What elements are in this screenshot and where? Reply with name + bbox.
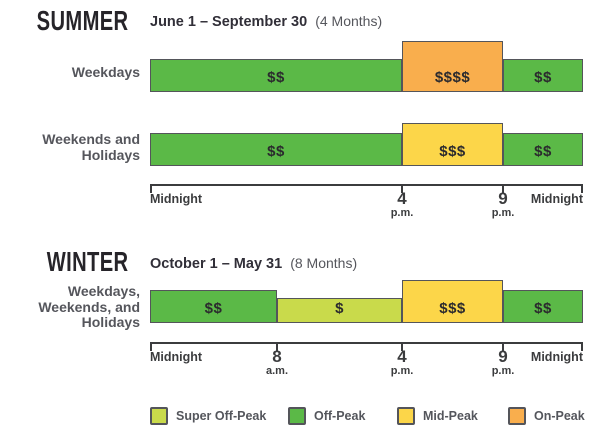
axis-label-midnight-left: Midnight — [150, 192, 203, 206]
axis-label-midnight-right: Midnight — [530, 192, 583, 206]
summer-weekends-bar: $$ $$$ $$ — [150, 123, 583, 166]
winter-duration: (8 Months) — [290, 255, 358, 271]
summer-date-range: June 1 – September 30 (4 Months) — [150, 12, 382, 31]
axis-tick — [401, 342, 403, 351]
price-label: $$ — [534, 300, 552, 317]
winter-title-text: WINTER — [46, 246, 128, 277]
axis-tick — [150, 184, 152, 193]
price-label: $$ — [204, 300, 223, 317]
price-label: $$ — [267, 69, 285, 86]
summer-time-axis: Midnight 4 p.m. 9 p.m. Midnight — [150, 184, 583, 226]
axis-tick — [150, 342, 152, 351]
winter-section-title: WINTER — [0, 246, 128, 277]
winter-dates: October 1 – May 31 — [150, 256, 283, 272]
axis-line — [150, 184, 583, 186]
summer-dates: June 1 – September 30 — [150, 14, 308, 30]
axis-label-9pm: 9 p.m. — [491, 189, 515, 219]
summer-weekdays-bar: $$ $$$$ $$ — [150, 41, 583, 92]
axis-tick — [401, 184, 403, 193]
legend-swatch-off-peak — [288, 407, 306, 425]
winter-time-axis: Midnight 8 a.m. 4 p.m. 9 p.m. Midnight — [150, 342, 583, 384]
axis-tick — [502, 184, 504, 193]
price-label: $$$ — [439, 300, 466, 317]
legend-swatch-on-peak — [508, 407, 526, 425]
winter-date-range: October 1 – May 31 (8 Months) — [150, 254, 357, 273]
legend-label: Mid-Peak — [423, 409, 478, 423]
bar-segment-mid-peak: $$$ — [402, 123, 503, 166]
bar-segment-off-peak: $$ — [150, 59, 402, 92]
price-label: $ — [335, 300, 344, 317]
summer-weekdays-label: Weekdays — [71, 64, 140, 80]
bar-segment-off-peak: $$ — [503, 133, 583, 166]
axis-label-9pm: 9 p.m. — [491, 347, 515, 377]
axis-label-4pm: 4 p.m. — [390, 347, 414, 377]
axis-line — [150, 342, 583, 344]
summer-duration: (4 Months) — [315, 13, 383, 29]
legend-label: On-Peak — [534, 409, 585, 423]
bar-segment-off-peak: $$ — [503, 59, 583, 92]
price-label: $$$ — [439, 143, 466, 160]
bar-segment-off-peak: $$ — [150, 290, 277, 323]
winter-days-label: Weekdays, Weekends, and Holidays — [38, 283, 140, 330]
summer-title-text: SUMMER — [36, 5, 128, 36]
axis-tick — [502, 342, 504, 351]
bar-segment-off-peak: $$ — [503, 290, 583, 323]
price-label: $$ — [267, 143, 285, 160]
bar-segment-mid-peak: $$$ — [402, 280, 503, 323]
price-label: $$$$ — [434, 69, 471, 86]
price-label: $$ — [534, 69, 552, 86]
axis-label-4pm: 4 p.m. — [390, 189, 414, 219]
legend-label: Off-Peak — [314, 409, 366, 423]
axis-label-midnight-right: Midnight — [530, 350, 583, 364]
summer-section-title: SUMMER — [0, 5, 128, 36]
axis-tick — [276, 342, 278, 351]
legend-label: Super Off-Peak — [176, 409, 267, 423]
legend-swatch-super-off-peak — [150, 407, 168, 425]
bar-segment-off-peak: $$ — [150, 133, 402, 166]
bar-segment-super-off-peak: $ — [277, 298, 402, 323]
axis-tick — [581, 342, 583, 351]
price-label: $$ — [534, 143, 552, 160]
winter-bar: $$ $ $$$ $$ — [150, 280, 583, 323]
bar-segment-on-peak: $$$$ — [402, 41, 503, 92]
legend-swatch-mid-peak — [397, 407, 415, 425]
summer-weekends-label: Weekends and Holidays — [42, 131, 140, 163]
axis-tick — [581, 184, 583, 193]
axis-label-midnight-left: Midnight — [150, 350, 203, 364]
axis-label-8am: 8 a.m. — [265, 347, 289, 377]
